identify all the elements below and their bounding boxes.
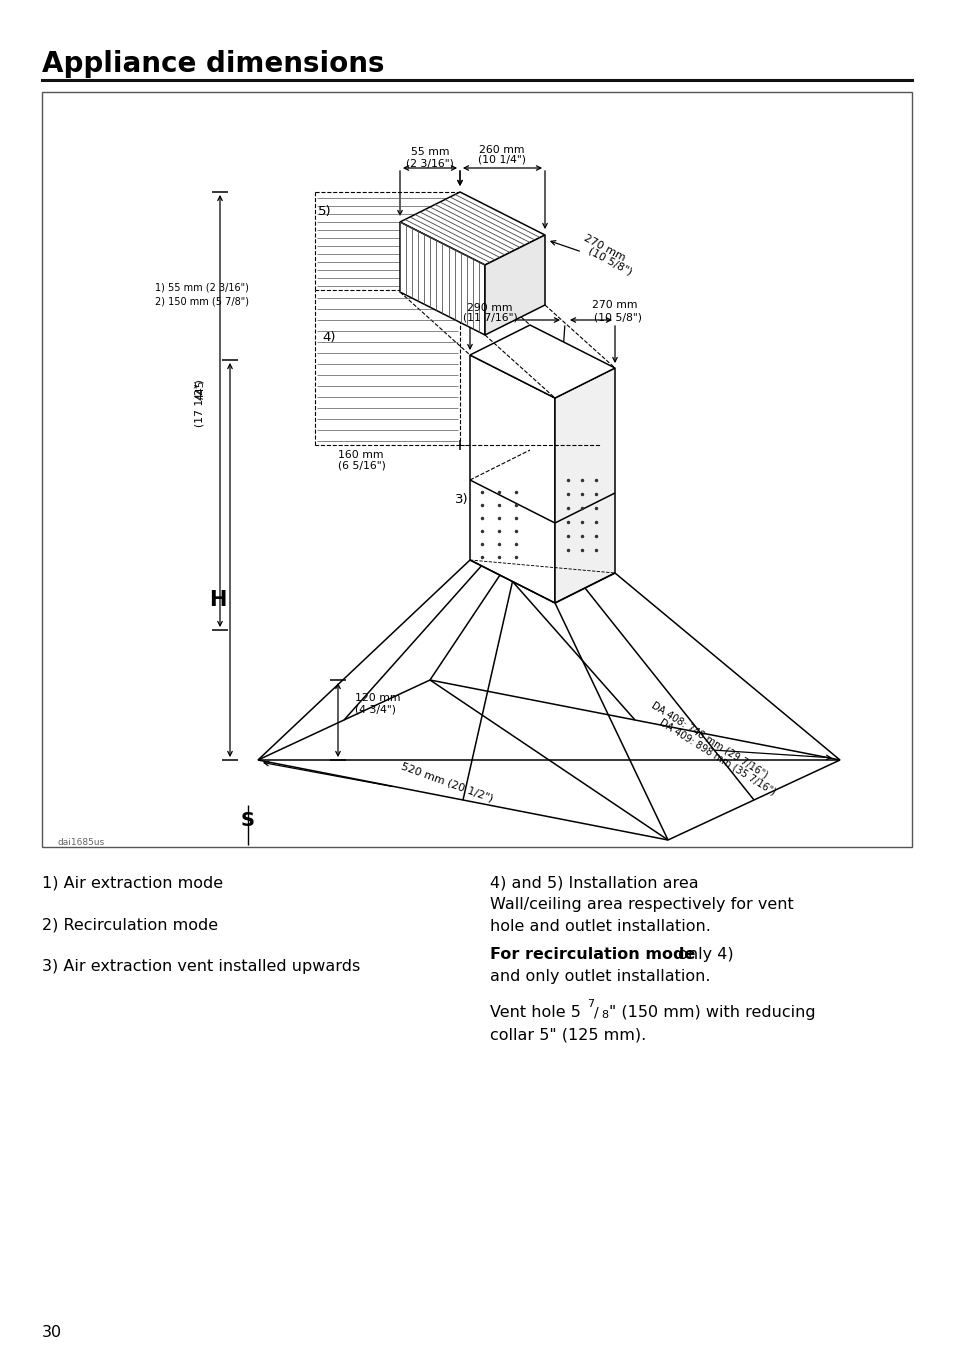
- Text: dai1685us: dai1685us: [58, 838, 105, 846]
- Text: (4 3/4"): (4 3/4"): [355, 704, 395, 715]
- Text: 260 mm: 260 mm: [478, 145, 524, 155]
- Text: 3) Air extraction vent installed upwards: 3) Air extraction vent installed upwards: [42, 959, 360, 973]
- Polygon shape: [470, 324, 615, 397]
- Text: H: H: [209, 589, 227, 610]
- Text: 4): 4): [322, 330, 335, 343]
- Text: 270 mm: 270 mm: [592, 300, 638, 310]
- Text: 4) and 5) Installation area: 4) and 5) Installation area: [490, 875, 698, 890]
- Text: only 4): only 4): [672, 946, 733, 963]
- Text: (10 1/4"): (10 1/4"): [477, 155, 525, 165]
- Text: Vent hole 5: Vent hole 5: [490, 1005, 585, 1019]
- Text: 3): 3): [455, 493, 468, 507]
- Text: 120 mm: 120 mm: [355, 694, 400, 703]
- Bar: [42, 92, 911, 846]
- Text: (10 5/8"): (10 5/8"): [594, 312, 641, 322]
- Text: 160 mm: 160 mm: [337, 450, 383, 460]
- Text: 520 mm (20 1/2"): 520 mm (20 1/2"): [399, 761, 494, 803]
- Text: Wall/ceiling area respectively for vent: Wall/ceiling area respectively for vent: [490, 896, 793, 913]
- Text: (11 7/16"): (11 7/16"): [462, 314, 517, 323]
- Text: 1) 55 mm (2 3/16"): 1) 55 mm (2 3/16"): [154, 283, 249, 293]
- Text: Appliance dimensions: Appliance dimensions: [42, 50, 384, 78]
- Text: 2) 150 mm (5 7/8"): 2) 150 mm (5 7/8"): [154, 297, 249, 307]
- Text: 5): 5): [317, 206, 332, 219]
- Polygon shape: [257, 680, 840, 840]
- Text: 8: 8: [600, 1010, 607, 1019]
- Text: " (150 mm) with reducing: " (150 mm) with reducing: [608, 1005, 815, 1019]
- Polygon shape: [470, 356, 555, 603]
- Text: (2 3/16"): (2 3/16"): [406, 158, 454, 168]
- Text: 2) Recirculation mode: 2) Recirculation mode: [42, 917, 218, 932]
- Text: collar 5" (125 mm).: collar 5" (125 mm).: [490, 1028, 645, 1042]
- Text: (10 5/8"): (10 5/8"): [586, 245, 634, 277]
- Text: DA 409: 898 mm (35 7/16"): DA 409: 898 mm (35 7/16"): [658, 717, 777, 798]
- Text: 7: 7: [586, 999, 594, 1009]
- Text: /: /: [594, 1006, 598, 1019]
- Polygon shape: [399, 192, 544, 265]
- Text: and only outlet installation.: and only outlet installation.: [490, 969, 710, 984]
- Text: hole and outlet installation.: hole and outlet installation.: [490, 919, 710, 934]
- Text: (17 1/2"): (17 1/2"): [194, 379, 205, 427]
- Text: 55 mm: 55 mm: [411, 147, 449, 157]
- Text: (6 5/16"): (6 5/16"): [337, 461, 385, 470]
- Text: S: S: [241, 810, 254, 830]
- Polygon shape: [399, 222, 484, 335]
- Text: 30: 30: [42, 1325, 62, 1340]
- Text: 290 mm: 290 mm: [467, 303, 512, 314]
- Text: 270 mm: 270 mm: [581, 233, 626, 264]
- Polygon shape: [555, 368, 615, 603]
- Polygon shape: [484, 235, 544, 335]
- Text: 445: 445: [194, 380, 205, 400]
- Text: DA 408: 748 mm (29 7/16"): DA 408: 748 mm (29 7/16"): [649, 700, 769, 780]
- Text: 1) Air extraction mode: 1) Air extraction mode: [42, 875, 223, 890]
- Text: For recirculation mode: For recirculation mode: [490, 946, 695, 963]
